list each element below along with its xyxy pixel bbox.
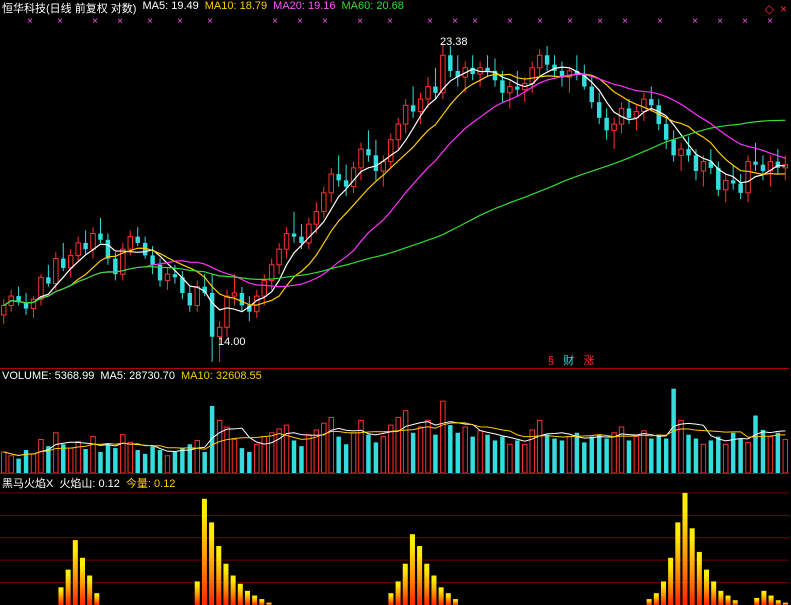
tag-s: §	[548, 355, 554, 367]
panel-separator	[0, 473, 789, 474]
svg-text:×: ×	[427, 16, 433, 27]
svg-text:×: ×	[657, 16, 663, 27]
svg-text:×: ×	[742, 16, 748, 27]
price-high-label: 23.38	[440, 36, 468, 48]
event-tags: § 财 涨	[548, 352, 594, 368]
volume-chart[interactable]	[0, 382, 789, 473]
svg-text:×: ×	[207, 16, 213, 27]
indicator-chart[interactable]	[0, 487, 789, 605]
volume-header: VOLUME: 5368.99 MA5: 28730.70 MA10: 3260…	[2, 370, 262, 382]
vol-ma5-label: MA5: 28730.70	[100, 370, 175, 382]
svg-text:×: ×	[177, 16, 183, 27]
vol-label: VOLUME: 5368.99	[2, 370, 94, 382]
price-low-label: 14.00	[218, 336, 246, 348]
svg-text:×: ×	[357, 16, 363, 27]
svg-text:×: ×	[472, 16, 478, 27]
svg-text:×: ×	[692, 16, 698, 27]
svg-text:×: ×	[57, 16, 63, 27]
svg-text:×: ×	[117, 16, 123, 27]
vol-ma10-label: MA10: 32608.55	[181, 370, 262, 382]
svg-text:×: ×	[567, 16, 573, 27]
svg-text:×: ×	[27, 16, 33, 27]
svg-text:×: ×	[597, 16, 603, 27]
svg-text:×: ×	[272, 16, 278, 27]
svg-text:×: ×	[537, 16, 543, 27]
svg-text:×: ×	[717, 16, 723, 27]
svg-text:×: ×	[767, 16, 773, 27]
svg-text:×: ×	[322, 16, 328, 27]
panel-separator	[0, 368, 789, 369]
svg-text:×: ×	[452, 16, 458, 27]
svg-text:×: ×	[507, 16, 513, 27]
svg-text:×: ×	[92, 16, 98, 27]
svg-text:×: ×	[387, 16, 393, 27]
svg-text:×: ×	[622, 16, 628, 27]
svg-text:×: ×	[297, 16, 303, 27]
svg-text:×: ×	[147, 16, 153, 27]
tag-zhang: 涨	[583, 355, 594, 367]
price-chart[interactable]: × × × × × × × × × × × × × × × × × × × × × × × × ×	[0, 14, 789, 368]
tag-cai: 财	[563, 355, 574, 367]
